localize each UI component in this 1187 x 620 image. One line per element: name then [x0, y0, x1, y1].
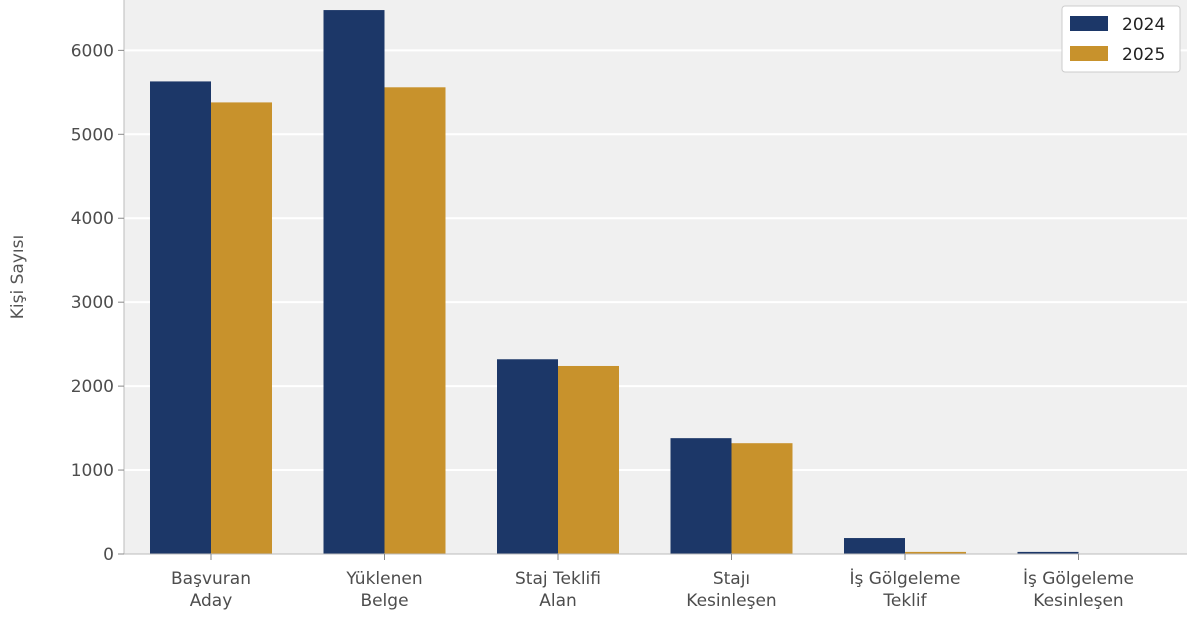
y-tick-label: 6000 [71, 41, 114, 61]
x-tick-label: Alan [539, 591, 577, 611]
gridlines [124, 49, 1187, 472]
x-tick-label: Belge [360, 591, 408, 611]
x-tick-label: Yüklenen [345, 569, 422, 589]
bar-2024 [844, 538, 905, 554]
bar-2025 [211, 102, 272, 554]
x-tick-label: Kesinleşen [686, 591, 776, 611]
legend-swatch-2024 [1070, 16, 1108, 31]
x-tick-label: Teklif [882, 591, 927, 611]
plot-background [124, 0, 1187, 554]
bar-2024 [323, 10, 385, 554]
bar-2024 [150, 81, 211, 555]
x-tick-label: Staj Teklifi [515, 569, 601, 589]
legend-label: 2024 [1122, 15, 1165, 35]
legend-label: 2025 [1122, 45, 1165, 65]
bar-2024 [497, 359, 558, 554]
bars [150, 10, 1079, 555]
x-tick-label: İş Gölgeleme [1023, 568, 1134, 589]
y-tick-label: 3000 [71, 293, 114, 313]
bar-2024 [670, 438, 732, 554]
y-tick-label: 2000 [71, 377, 114, 397]
bar-2025 [558, 365, 619, 554]
x-tick-label: Stajı [713, 569, 750, 589]
x-tick-label: Aday [190, 591, 233, 611]
y-tick-label: 4000 [71, 209, 114, 229]
y-axis-title: Kişi Sayısı [8, 235, 28, 319]
legend: 2024 2025 [1061, 5, 1181, 73]
y-tick-label: 0 [103, 545, 114, 565]
x-tick-label: İş Gölgeleme [849, 568, 960, 589]
bar-2025 [384, 87, 446, 554]
y-tick-label: 5000 [71, 125, 114, 145]
x-tick-label: Kesinleşen [1033, 591, 1123, 611]
legend-swatch-2025 [1070, 46, 1108, 61]
y-tick-label: 1000 [71, 461, 114, 481]
bar-2025 [731, 443, 793, 554]
bar-2024 [1017, 551, 1079, 554]
y-axis-ticks: 0 1000 2000 3000 4000 5000 6000 [71, 41, 124, 565]
bar-2025 [905, 551, 966, 554]
x-tick-label: Başvuran [171, 569, 251, 589]
